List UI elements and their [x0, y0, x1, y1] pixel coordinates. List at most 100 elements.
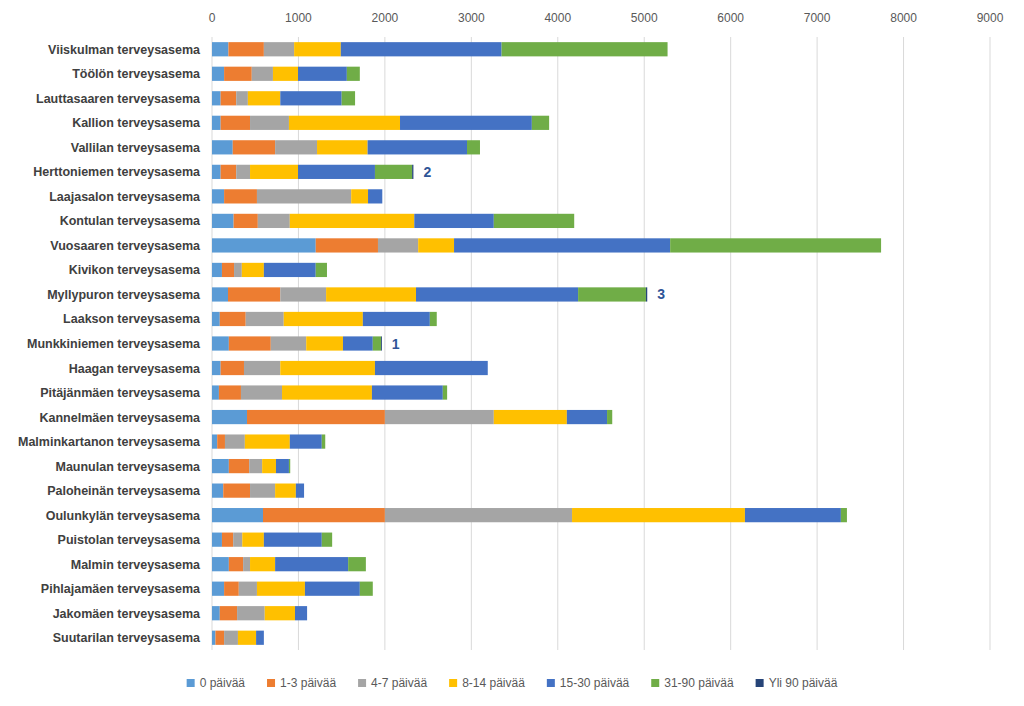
category-label: Lauttasaaren terveysasema	[36, 92, 201, 106]
bar-segment	[233, 533, 242, 547]
bar-segment	[502, 42, 668, 56]
legend-item: 4-7 päivää	[358, 676, 427, 690]
bar-segment	[233, 140, 275, 154]
category-label: Laajasalon terveysasema	[49, 190, 201, 204]
bar-segment	[414, 214, 494, 228]
category-label: Suutarilan terveysasema	[53, 631, 201, 645]
bar-segment	[326, 263, 327, 277]
bar-segment	[229, 557, 243, 571]
bar-segment	[342, 91, 355, 105]
bar-segment	[241, 385, 282, 399]
bar-segment	[212, 410, 247, 424]
legend-swatch	[651, 679, 659, 687]
bar-segment	[282, 385, 372, 399]
bar-segment	[365, 557, 366, 571]
bar-segment	[454, 238, 670, 252]
bar-segment	[247, 410, 385, 424]
bar-segment	[264, 533, 322, 547]
bar-segment	[363, 312, 430, 326]
bar-segment	[212, 287, 228, 301]
bar-segment	[212, 42, 228, 56]
bar-segment	[248, 91, 280, 105]
bar-segment	[212, 67, 224, 81]
category-label: Kivikon terveysasema	[69, 263, 201, 277]
bar-segment	[322, 533, 332, 547]
bar-segment	[416, 287, 578, 301]
bar-segment	[578, 287, 646, 301]
bar-segment	[217, 434, 225, 448]
legend-item: 0 päivää	[187, 676, 246, 690]
bar-segment	[646, 287, 647, 301]
bar-segment	[574, 214, 575, 228]
bar-segment	[355, 91, 356, 105]
bar-segment	[246, 312, 284, 326]
bar-segment	[245, 434, 290, 448]
legend-swatch	[756, 679, 764, 687]
legend-swatch	[547, 679, 555, 687]
bar-segment	[607, 410, 612, 424]
tick-label: 3000	[458, 11, 485, 25]
category-label: Oulunkylän terveysasema	[46, 509, 201, 523]
legend-label: 31-90 päivää	[664, 676, 734, 690]
bar-segment	[250, 165, 298, 179]
grid-line	[990, 37, 991, 650]
bar-segment	[572, 508, 745, 522]
tick-label: 0	[209, 11, 216, 25]
bar-segment	[745, 508, 841, 522]
bar-segment	[567, 410, 607, 424]
category-label: Kannelmäen terveysasema	[39, 411, 201, 425]
legend-item: 8-14 päivää	[449, 676, 525, 690]
bar-segment	[467, 140, 480, 154]
bar-segment	[224, 582, 239, 596]
bar-segment	[234, 263, 242, 277]
bar-segment	[212, 459, 229, 473]
bar-segment	[280, 91, 341, 105]
category-label: Viiskulman terveysasema	[48, 43, 201, 57]
tick-label: 7000	[804, 11, 831, 25]
legend-label: 8-14 päivää	[462, 676, 525, 690]
bar-segment	[228, 42, 263, 56]
bar-segment	[326, 287, 416, 301]
bar-segment	[236, 91, 248, 105]
category-label: Malmin terveysasema	[71, 558, 201, 572]
bar-segment	[212, 557, 229, 571]
bar-segment	[219, 385, 241, 399]
bar-segment	[667, 42, 668, 56]
category-label: Puistolan terveysasema	[58, 533, 201, 547]
bar-segment	[304, 484, 305, 498]
bar-segment	[487, 361, 488, 375]
bar-segment	[385, 508, 572, 522]
grid-line	[817, 37, 818, 650]
bar-segment	[262, 459, 276, 473]
category-label: Vuosaaren terveysasema	[50, 239, 201, 253]
bar-segment	[224, 631, 238, 645]
tick-label: 2000	[372, 11, 399, 25]
category-label: Pitäjänmäen terveysasema	[40, 386, 201, 400]
bar-segment	[382, 189, 383, 203]
grid-line	[730, 37, 731, 650]
bar-segment	[220, 312, 246, 326]
bar-segment	[375, 361, 488, 375]
bar-segment	[237, 606, 265, 620]
bar-segment	[265, 606, 295, 620]
bar-segment	[306, 336, 343, 350]
bar-segment	[359, 67, 360, 81]
bar-segment	[271, 336, 306, 350]
bar-segment	[846, 508, 847, 522]
bar-segment	[479, 140, 480, 154]
bar-segment	[212, 606, 220, 620]
bar-segment	[212, 116, 221, 130]
bar-segment	[250, 116, 289, 130]
bar-segment	[275, 557, 348, 571]
bar-segment	[275, 484, 296, 498]
bar-segment	[257, 189, 351, 203]
bar-segment	[612, 410, 613, 424]
bar-segment	[263, 508, 385, 522]
bar-segment	[221, 116, 250, 130]
bar-segment	[212, 214, 234, 228]
bar-segment	[304, 484, 305, 498]
bar-segment	[412, 165, 413, 179]
annotation: 2	[423, 164, 431, 180]
bar-segment	[212, 336, 229, 350]
legend-label: 15-30 päivää	[560, 676, 630, 690]
